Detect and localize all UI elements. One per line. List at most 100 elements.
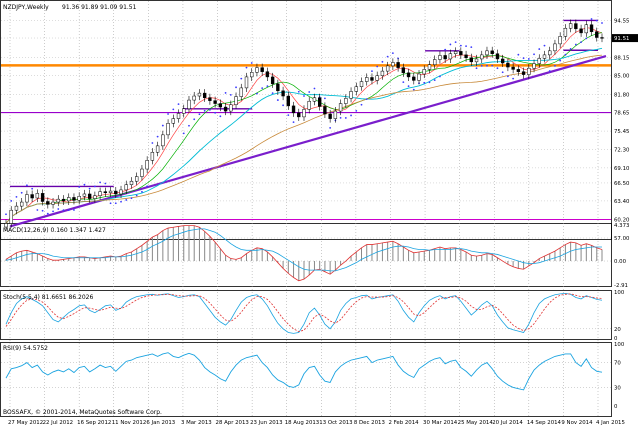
candle-body	[375, 75, 379, 81]
sar-dot	[26, 184, 28, 187]
sar-dot	[156, 135, 159, 138]
candle-body	[281, 90, 285, 97]
candle-body	[333, 110, 338, 119]
price-tick-label: 94.55	[614, 18, 629, 24]
sar-dot	[303, 95, 305, 97]
sar-dot	[355, 109, 358, 112]
sar-dot	[245, 66, 248, 69]
indicator-tick-label: 70	[614, 361, 621, 367]
candle-body	[291, 105, 296, 114]
sar-dot	[585, 37, 588, 40]
sar-dot	[454, 41, 457, 44]
uptrend-line	[9, 54, 607, 228]
candle-body	[537, 58, 541, 64]
candle-body	[229, 104, 233, 112]
candle-body	[396, 62, 400, 68]
sar-dot	[109, 202, 112, 205]
sar-dot	[559, 59, 562, 62]
sar-dot	[601, 22, 603, 24]
candle-body	[124, 184, 128, 191]
candle-body	[370, 77, 374, 81]
candle-body	[176, 113, 181, 119]
sar-dot	[83, 183, 86, 186]
sar-dot	[188, 124, 190, 127]
sar-dot	[580, 41, 582, 44]
sar-dot	[219, 115, 222, 118]
candle-body	[239, 87, 243, 97]
sar-dot	[423, 81, 426, 84]
sar-dot	[292, 121, 295, 124]
candle-body	[574, 23, 578, 30]
sar-dot	[78, 186, 81, 188]
candle-body	[270, 76, 275, 85]
current-price-tag	[612, 34, 638, 43]
candle-body	[511, 66, 515, 70]
sar-dot	[496, 67, 499, 70]
sar-dot	[120, 200, 122, 203]
sar-dot	[146, 185, 149, 188]
candle-body	[260, 67, 264, 72]
sar-dot	[480, 64, 483, 67]
sar-dot	[376, 65, 379, 68]
candle-body	[30, 194, 34, 199]
rsi-line	[5, 352, 603, 391]
copyright: BOSSAFX, © 2001-2014, MetaQuotes Softwar…	[3, 409, 162, 416]
candle-body	[422, 69, 426, 75]
candle-body	[584, 24, 589, 34]
candle-body	[385, 65, 390, 72]
x-tick-label: 23 Jun 2013	[250, 420, 282, 426]
candle-body	[568, 23, 573, 29]
candle-body	[119, 189, 123, 195]
indicator-tick-label: 100	[614, 290, 625, 296]
indicators	[1, 225, 611, 391]
chart-symbol: NZDJPY,Weekly	[3, 4, 49, 11]
stoch-label: Stoch(5,5,4) 81.6651 86.2026	[3, 294, 94, 301]
sar-dot	[486, 64, 488, 67]
candle-body	[412, 76, 416, 81]
candle-body	[417, 73, 421, 81]
sar-dot	[266, 85, 269, 88]
sar-dot	[235, 86, 237, 89]
candle-body	[365, 77, 369, 82]
candle-body	[250, 72, 254, 78]
x-tick-label: 25 May 2014	[458, 420, 494, 426]
candle-body	[46, 201, 50, 205]
candle-body	[338, 103, 343, 112]
sar-dot	[324, 97, 326, 100]
sar-dot	[470, 46, 473, 49]
price-tick-label: 72.30	[614, 147, 630, 153]
x-tick-label: 18 Aug 2013	[285, 420, 320, 426]
candle-body	[323, 106, 327, 115]
stoch-main-line	[5, 292, 603, 334]
candle-body	[579, 28, 583, 34]
sar-dot	[350, 114, 352, 117]
sar-dot	[88, 187, 91, 190]
x-tick-label: 20 Jul 2014	[492, 420, 523, 426]
candle-body	[438, 55, 442, 60]
candle-body	[171, 118, 175, 124]
candle-body	[98, 191, 102, 196]
sar-dot	[329, 126, 332, 129]
sar-dot	[506, 75, 509, 78]
candle-body	[380, 70, 385, 76]
candle-body	[521, 71, 526, 75]
sar-dot	[130, 197, 133, 200]
sar-dot	[407, 85, 410, 88]
sar-dot	[261, 87, 264, 90]
candle-body	[108, 190, 113, 194]
sar-dot	[114, 202, 117, 205]
candle-body	[391, 62, 395, 67]
sar-dot	[151, 142, 154, 144]
candle-body	[469, 57, 473, 63]
candle-body	[35, 193, 40, 199]
candle-body	[589, 24, 594, 32]
price-tick-label: 85.00	[614, 74, 630, 80]
current-price-label: 91.51	[614, 36, 629, 42]
price-tick-label: 75.45	[614, 129, 629, 135]
sar-dot	[308, 91, 311, 93]
candle-body	[155, 145, 160, 153]
candle-body	[427, 64, 432, 70]
candle-body	[354, 86, 358, 92]
x-tick-label: 2 Feb 2014	[388, 420, 419, 426]
sar-dot	[344, 117, 347, 119]
